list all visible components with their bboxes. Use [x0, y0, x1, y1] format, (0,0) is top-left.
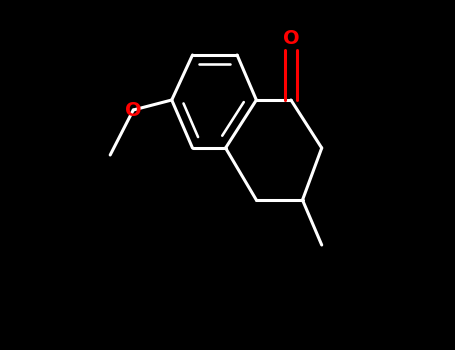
Text: O: O [125, 100, 142, 119]
Text: O: O [283, 29, 299, 48]
